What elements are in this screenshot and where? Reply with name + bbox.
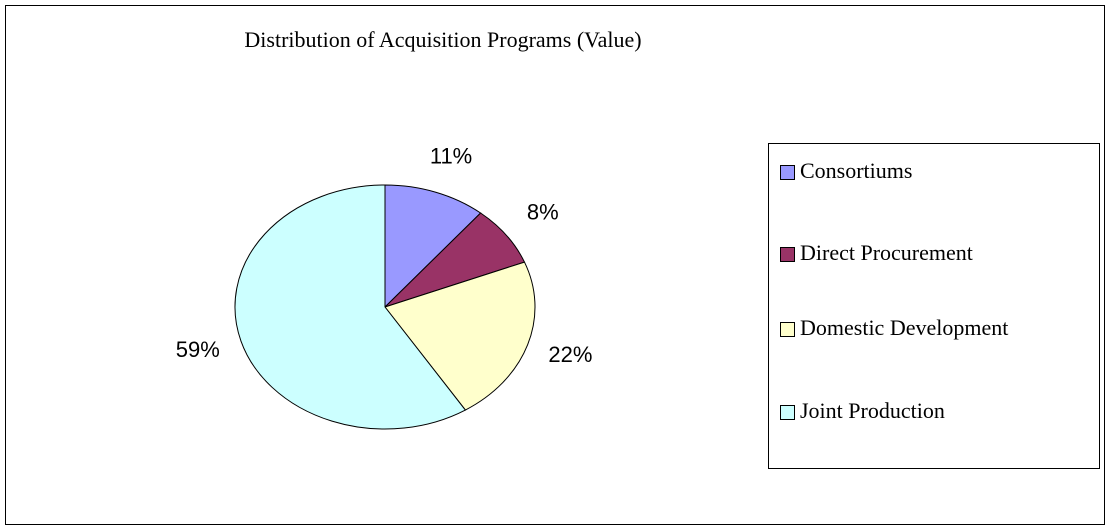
data-label: 59% [176,337,220,362]
pie-slice [234,184,467,430]
legend-swatch [780,322,795,337]
legend-swatch [780,247,795,262]
chart-title: Distribution of Acquisition Programs (Va… [244,27,641,52]
data-label: 22% [548,342,592,367]
pie-slice [384,184,482,309]
legend-box [768,143,1100,469]
data-label: 8% [527,200,559,225]
legend-label: Domestic Development [800,315,1008,340]
legend-label: Direct Procurement [800,240,973,265]
legend-swatch [780,405,795,420]
pie-slice [384,261,536,411]
data-label: 11% [430,144,472,169]
legend-label: Consortiums [800,158,912,183]
legend-swatch [780,165,795,180]
legend-label: Joint Production [800,398,945,423]
